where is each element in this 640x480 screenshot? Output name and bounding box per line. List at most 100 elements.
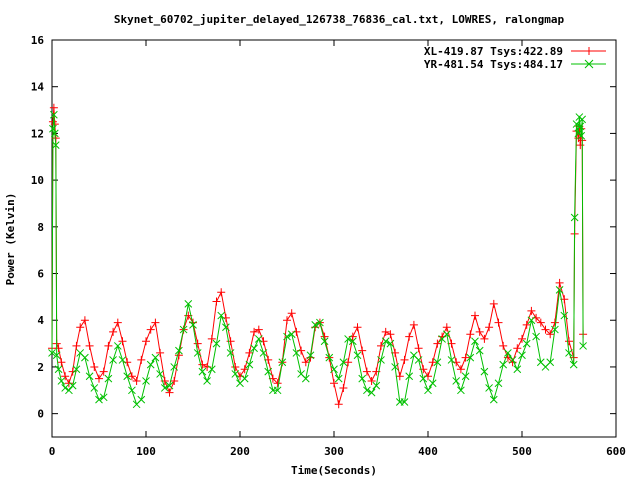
data-point (231, 362, 240, 371)
data-point (572, 120, 581, 128)
series-line (51, 107, 584, 405)
data-point (287, 330, 296, 339)
data-point (142, 337, 150, 346)
data-point (49, 124, 57, 133)
series-1 (48, 110, 587, 409)
data-point (518, 351, 526, 360)
data-point (68, 381, 77, 390)
data-point (377, 356, 385, 364)
data-point (363, 386, 371, 395)
y-tick-label: 14 (31, 81, 45, 94)
data-point (175, 346, 183, 355)
data-point (301, 358, 310, 367)
data-point (146, 325, 155, 334)
data-point (381, 327, 390, 336)
data-point (109, 327, 118, 336)
data-point (466, 330, 475, 339)
x-axis-label: Time(Seconds) (291, 464, 377, 477)
data-point (339, 383, 348, 392)
data-point (555, 278, 564, 287)
data-point (137, 355, 146, 364)
data-point (217, 311, 226, 320)
data-point (49, 103, 58, 112)
data-point (250, 344, 258, 353)
data-point (160, 384, 169, 392)
data-point (292, 349, 301, 357)
data-point (546, 330, 555, 339)
data-point (499, 360, 508, 369)
data-point (358, 374, 367, 383)
legend-marker-xl (585, 47, 593, 55)
data-point (283, 316, 291, 325)
y-tick-label: 4 (37, 314, 44, 327)
data-point (231, 370, 240, 378)
data-point (395, 372, 404, 381)
data-point (555, 286, 564, 294)
data-point (127, 372, 136, 381)
data-point (358, 346, 367, 355)
series-line (51, 114, 584, 406)
data-point (480, 367, 489, 376)
y-tick-label: 12 (31, 127, 44, 140)
data-point (207, 334, 216, 343)
x-tick-label: 500 (512, 445, 532, 458)
data-point (471, 311, 479, 320)
data-point (569, 360, 578, 369)
data-point (85, 341, 94, 350)
axis-ticks (51, 39, 617, 437)
legend-label-xl: XL-419.87 Tsys:422.89 (424, 45, 563, 58)
data-point (306, 351, 315, 360)
data-point (226, 349, 235, 357)
data-point (95, 395, 103, 404)
data-point (264, 367, 273, 376)
data-point (61, 384, 70, 392)
data-point (189, 321, 197, 329)
data-point (179, 325, 188, 334)
data-point (489, 395, 498, 404)
data-point (494, 318, 503, 327)
data-point (64, 379, 73, 388)
data-point (137, 395, 146, 404)
data-point (76, 323, 85, 332)
data-point (527, 306, 536, 315)
data-point (325, 353, 334, 362)
data-point (344, 335, 352, 343)
data-point (250, 327, 259, 336)
data-point (198, 367, 207, 376)
data-point (513, 365, 522, 374)
data-point (391, 363, 399, 371)
data-point (316, 318, 324, 327)
data-point (504, 349, 512, 357)
data-point (409, 320, 418, 329)
data-point (90, 384, 99, 392)
data-point (99, 367, 108, 376)
data-point (541, 325, 550, 334)
data-point (61, 372, 70, 381)
data-point (72, 341, 81, 350)
data-point (212, 339, 221, 348)
data-point (128, 386, 136, 395)
data-point (466, 353, 475, 362)
y-axis-label: Power (Kelvin) (4, 193, 17, 286)
data-point (170, 376, 179, 385)
data-point (207, 365, 216, 374)
y-tick-label: 6 (37, 268, 44, 281)
data-point (400, 355, 409, 364)
data-point (344, 358, 353, 367)
y-tick-label: 10 (31, 174, 44, 187)
data-point (170, 363, 179, 371)
data-point (151, 353, 160, 362)
data-point (485, 384, 493, 392)
data-point (245, 348, 254, 357)
data-point (174, 351, 183, 360)
x-tick-label: 600 (606, 445, 626, 458)
data-point (400, 398, 409, 406)
series-0 (48, 103, 588, 409)
data-point (65, 386, 73, 395)
data-point (536, 318, 545, 327)
y-tick-label: 2 (37, 361, 44, 374)
data-point (95, 374, 103, 383)
data-point (551, 325, 559, 334)
data-point (132, 376, 141, 385)
legend: XL-419.87 Tsys:422.89 YR-481.54 Tsys:484… (424, 45, 606, 71)
